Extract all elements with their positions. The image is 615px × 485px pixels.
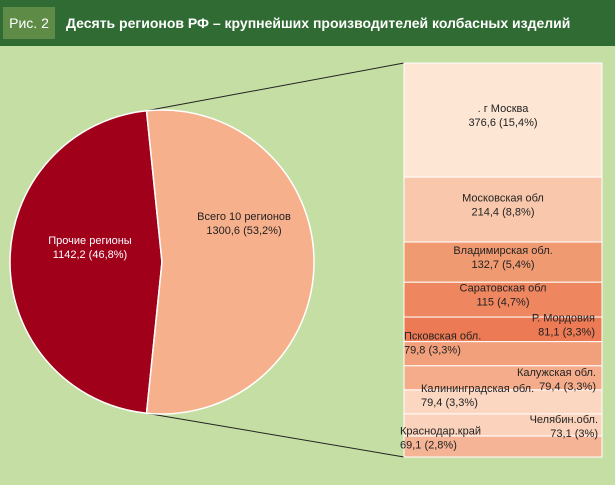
pie-label-others-name: Прочие регионы xyxy=(48,235,132,247)
bar-label-value-item-8: 73,1 (3%) xyxy=(550,428,598,440)
connector-line-bottom xyxy=(146,412,405,458)
figure-title: Десять регионов РФ – крупнейших производ… xyxy=(66,15,571,31)
bar-label-value-item-7: 79,4 (3,3%) xyxy=(421,397,478,409)
bar-segment-item-0 xyxy=(403,62,603,178)
bar-segment-item-4 xyxy=(403,316,603,343)
bar-label-name-item-5: Псковская обл. xyxy=(404,331,481,343)
bar-segment-item-6 xyxy=(403,365,603,391)
figure-number: Рис. 2 xyxy=(3,7,55,39)
bar-label-name-item-8: Челябин.обл. xyxy=(530,414,598,426)
breakdown-labels: . г Москва 376,6 (15,4%) Московская обл 214… xyxy=(400,103,598,451)
pie-labels: Прочие регионы 1142,2 (46,8%) Всего 10 рег… xyxy=(48,211,291,261)
breakdown-bar xyxy=(403,62,603,458)
pie-slice-top10 xyxy=(145,109,315,415)
bar-label-name-item-7: Калининградская обл. xyxy=(421,383,534,395)
pie-label-top10-name: Всего 10 регионов xyxy=(197,211,291,223)
bar-label-name-item-4: Р. Мордовия xyxy=(532,312,595,324)
connector-line-top xyxy=(146,62,405,112)
bar-label-name-item-1: Московская обл xyxy=(462,193,544,205)
figure-header: Рис. 2 Десять регионов РФ – крупнейших п… xyxy=(0,0,615,46)
bar-label-value-item-2: 132,7 (5,4%) xyxy=(472,259,535,271)
connector-lines xyxy=(146,62,405,458)
bar-label-value-item-9: 69,1 (2,8%) xyxy=(400,440,457,452)
pie-label-others-value: 1142,2 (46,8%) xyxy=(53,249,127,261)
bar-segment-item-3 xyxy=(403,281,603,318)
bar-label-name-item-6: Калужская обл. xyxy=(517,367,596,379)
bar-segment-item-5 xyxy=(403,341,603,367)
bar-segment-item-9 xyxy=(403,435,603,458)
bar-label-name-item-9: Краснодар.край xyxy=(400,426,481,438)
bar-label-name-item-3: Саратовская обл xyxy=(460,283,547,295)
bar-label-name-item-0: . г Москва xyxy=(478,103,530,115)
pie-label-top10-value: 1300,6 (53,2%) xyxy=(206,225,281,237)
bar-segment-item-2 xyxy=(403,241,603,283)
bar-label-value-item-6: 79,4 (3,3%) xyxy=(539,381,596,393)
bar-segment-item-1 xyxy=(403,176,603,243)
pie xyxy=(9,109,315,415)
bar-label-value-item-1: 214,4 (8,8%) xyxy=(472,207,535,219)
bar-label-value-item-4: 81,1 (3,3%) xyxy=(538,326,595,338)
pie-slice-others xyxy=(9,109,163,415)
bar-label-value-item-3: 115 (4,7%) xyxy=(477,297,530,309)
bar-label-value-item-0: 376,6 (15,4%) xyxy=(468,117,537,129)
bar-label-name-item-2: Владимирская обл. xyxy=(453,245,552,257)
bar-label-value-item-5: 79,8 (3,3%) xyxy=(404,345,461,357)
bar-segment-item-7 xyxy=(403,389,603,415)
